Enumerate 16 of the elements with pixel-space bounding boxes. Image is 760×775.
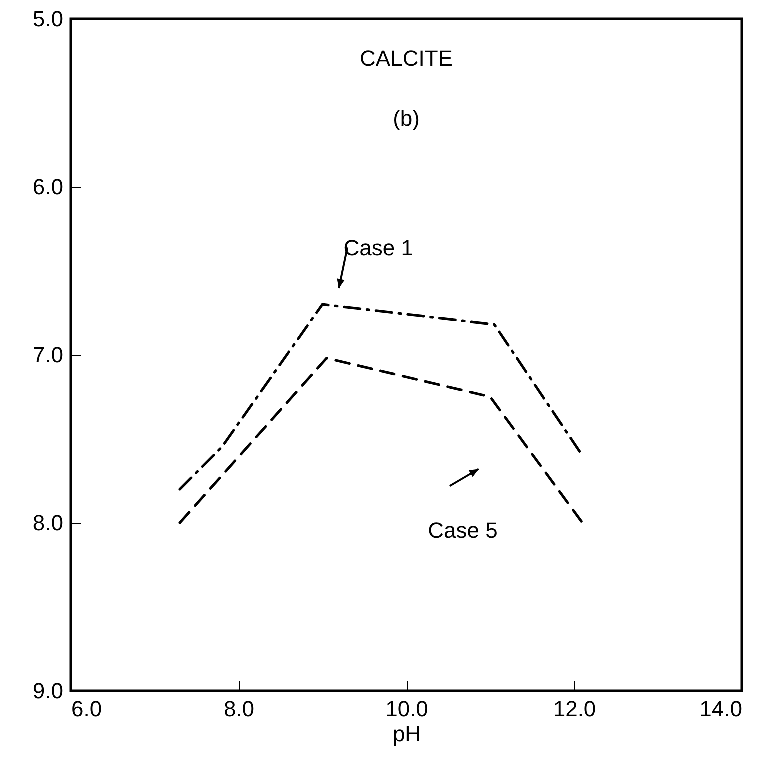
text: Case 5 xyxy=(428,518,498,544)
y-tick-label: 9.0 xyxy=(32,678,64,704)
y-tick-label: 8.0 xyxy=(32,510,64,536)
y-tick-label: 5.0 xyxy=(32,6,64,32)
text: CALCITE xyxy=(360,46,453,71)
x-tick-label: 14.0 xyxy=(700,696,742,722)
y-tick-label: 6.0 xyxy=(32,174,64,200)
x-tick-label: 8.0 xyxy=(224,696,255,722)
x-axis-title: pH xyxy=(392,722,422,746)
x-tick-label: 10.0 xyxy=(386,696,428,722)
x-tick-label: 6.0 xyxy=(72,696,102,722)
text: (b) xyxy=(393,106,420,131)
line-series xyxy=(178,303,584,491)
y-tick-label: 7.0 xyxy=(32,342,64,368)
x-tick-label: 12.0 xyxy=(553,696,596,722)
text: Case 1 xyxy=(344,236,414,261)
